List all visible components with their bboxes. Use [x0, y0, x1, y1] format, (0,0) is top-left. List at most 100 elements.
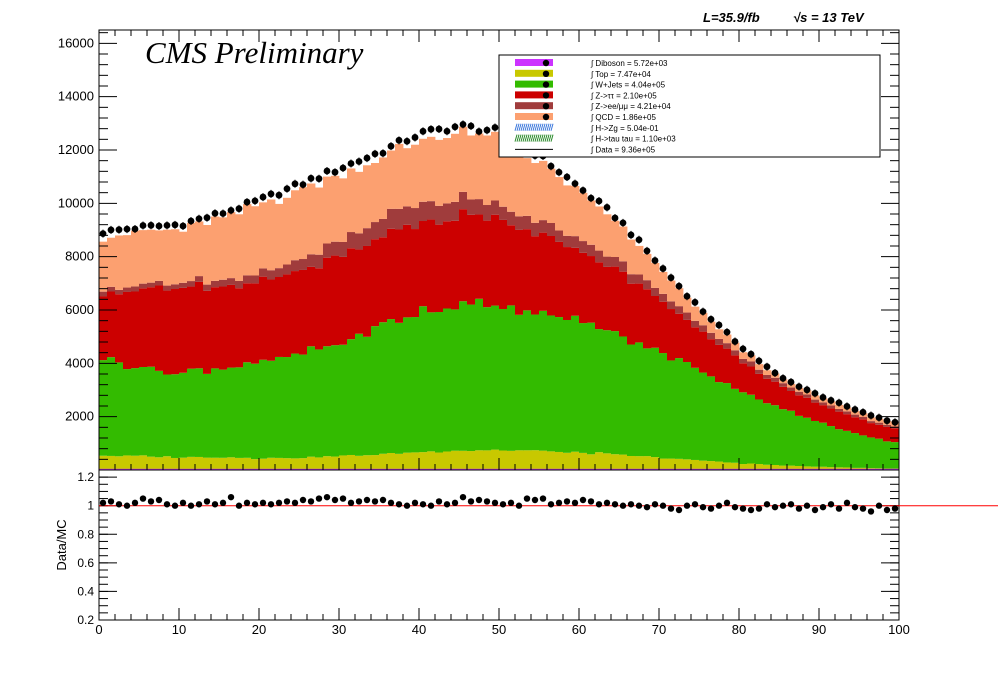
- stack-bar-z-tautau: [347, 248, 356, 340]
- ratio-y-tick-label: 0.4: [77, 584, 94, 598]
- stack-bar-z-ee-mumu: [739, 358, 748, 364]
- ratio-axes: 0.2 0.4 0.6 0.8 1 1.2 0 10 20 30 40 50 60 70 80 90 100: [77, 470, 910, 637]
- stack-bar-qcd: [363, 165, 372, 229]
- stack-bar-top: [155, 457, 164, 470]
- stack-bar-w-jets: [299, 354, 308, 459]
- stack-bar-z-ee-mumu: [651, 287, 660, 296]
- ratio-point: [315, 495, 323, 502]
- stack-bar-qcd: [691, 306, 700, 321]
- stack-bar-diboson: [563, 468, 572, 470]
- ratio-point: [731, 503, 739, 511]
- stack-bar-top: [139, 455, 148, 470]
- stack-bar-diboson: [155, 468, 164, 470]
- data-point: [491, 124, 499, 131]
- legend-swatch-h-tau-tau: [520, 134, 524, 142]
- stack-bar-qcd: [523, 158, 532, 216]
- data-point: [235, 205, 243, 213]
- stack-bar-z-ee-mumu: [531, 222, 540, 237]
- stack-bar-qcd: [451, 133, 460, 202]
- stack-bar-diboson: [259, 468, 268, 470]
- stack-bar-qcd: [243, 204, 252, 276]
- stack-bar-w-jets: [411, 317, 420, 453]
- stack-bar-top: [667, 458, 676, 470]
- data-point: [363, 154, 371, 162]
- stack-bar-top: [443, 451, 452, 470]
- stack-bar-z-ee-mumu: [811, 399, 820, 403]
- legend-swatch-h-tau-tau: [518, 134, 522, 142]
- stack-bar-qcd: [467, 135, 476, 200]
- stack-bar-z-ee-mumu: [883, 424, 892, 427]
- stack-bar-z-tautau: [107, 291, 116, 358]
- stack-bar-w-jets: [731, 388, 740, 463]
- stack-bar-w-jets: [99, 360, 108, 456]
- legend-swatch-h-zg: [540, 123, 544, 131]
- stack-bar-diboson: [579, 468, 588, 470]
- stack-bar-z-ee-mumu: [691, 320, 700, 328]
- stack-bar-z-tautau: [139, 288, 148, 368]
- stack-bar-diboson: [315, 468, 324, 470]
- ratio-point: [363, 496, 371, 504]
- ratio-y-tick-label: 1: [87, 499, 94, 513]
- ratio-point: [699, 503, 707, 511]
- stack-bar-z-ee-mumu: [355, 233, 364, 250]
- ratio-point: [219, 499, 227, 507]
- ratio-point: [483, 498, 491, 505]
- stack-bar-z-ee-mumu: [339, 241, 348, 257]
- data-point: [699, 308, 707, 315]
- stack-bar-diboson: [419, 468, 428, 470]
- stack-bar-top: [515, 450, 524, 470]
- legend-swatch-h-zg: [514, 123, 518, 131]
- stack-bar-top: [571, 451, 580, 470]
- stack-bar-top: [803, 466, 812, 470]
- ratio-point: [587, 498, 595, 505]
- data-point: [715, 321, 723, 329]
- data-point: [723, 328, 731, 336]
- stack-bar-top: [643, 456, 652, 470]
- stack-bar-qcd: [211, 216, 220, 281]
- ratio-point: [683, 502, 691, 509]
- stack-bar-z-tautau: [835, 411, 844, 430]
- stack-bar-z-ee-mumu: [699, 325, 708, 332]
- stack-bar-w-jets: [635, 342, 644, 457]
- legend-swatch-h-tau-tau: [544, 134, 548, 142]
- stack-bar-qcd: [403, 148, 412, 207]
- stack-bar-z-tautau: [843, 414, 852, 431]
- stack-bar-diboson: [363, 468, 372, 470]
- stack-bar-qcd: [331, 175, 340, 242]
- stack-bar-z-tautau: [323, 257, 332, 347]
- stack-bar-diboson: [371, 468, 380, 470]
- stack-bar-qcd: [539, 160, 548, 221]
- stack-bar-z-tautau: [667, 309, 676, 361]
- ratio-plot-frame: [98, 469, 900, 621]
- legend-swatch-h-tau-tau: [522, 134, 526, 142]
- ratio-point: [259, 499, 267, 507]
- ratio-point: [635, 502, 643, 509]
- stack-bar-diboson: [171, 468, 180, 470]
- data-point: [275, 191, 283, 199]
- stack-bar-z-ee-mumu: [123, 287, 132, 292]
- data-point: [611, 214, 619, 222]
- stack-bar-z-tautau: [619, 271, 628, 337]
- stack-bar-top: [427, 451, 436, 470]
- stack-bar-top: [747, 463, 756, 470]
- stack-bar-qcd: [203, 224, 212, 285]
- stack-bar-z-tautau: [363, 245, 372, 337]
- stack-bar-z-ee-mumu: [187, 281, 196, 287]
- stack-bar-diboson: [795, 468, 804, 470]
- stack-bar-diboson: [107, 468, 116, 470]
- stack-bar-diboson: [627, 468, 636, 470]
- stack-bar-qcd: [419, 138, 428, 202]
- stack-bar-qcd: [699, 312, 708, 326]
- data-point: [451, 123, 459, 131]
- data-point: [155, 222, 163, 230]
- legend-swatch-h-tau-tau: [540, 134, 544, 142]
- stack-bar-w-jets: [443, 308, 452, 452]
- stack-bar-qcd: [315, 187, 324, 255]
- stack-bar-z-tautau: [291, 271, 300, 354]
- stack-bar-w-jets: [515, 314, 524, 451]
- legend-swatch-h-zg: [542, 123, 546, 131]
- ratio-point: [579, 496, 587, 504]
- stack-bar-qcd: [603, 214, 612, 257]
- data-point: [339, 164, 347, 172]
- stack-bar-z-ee-mumu: [275, 268, 284, 277]
